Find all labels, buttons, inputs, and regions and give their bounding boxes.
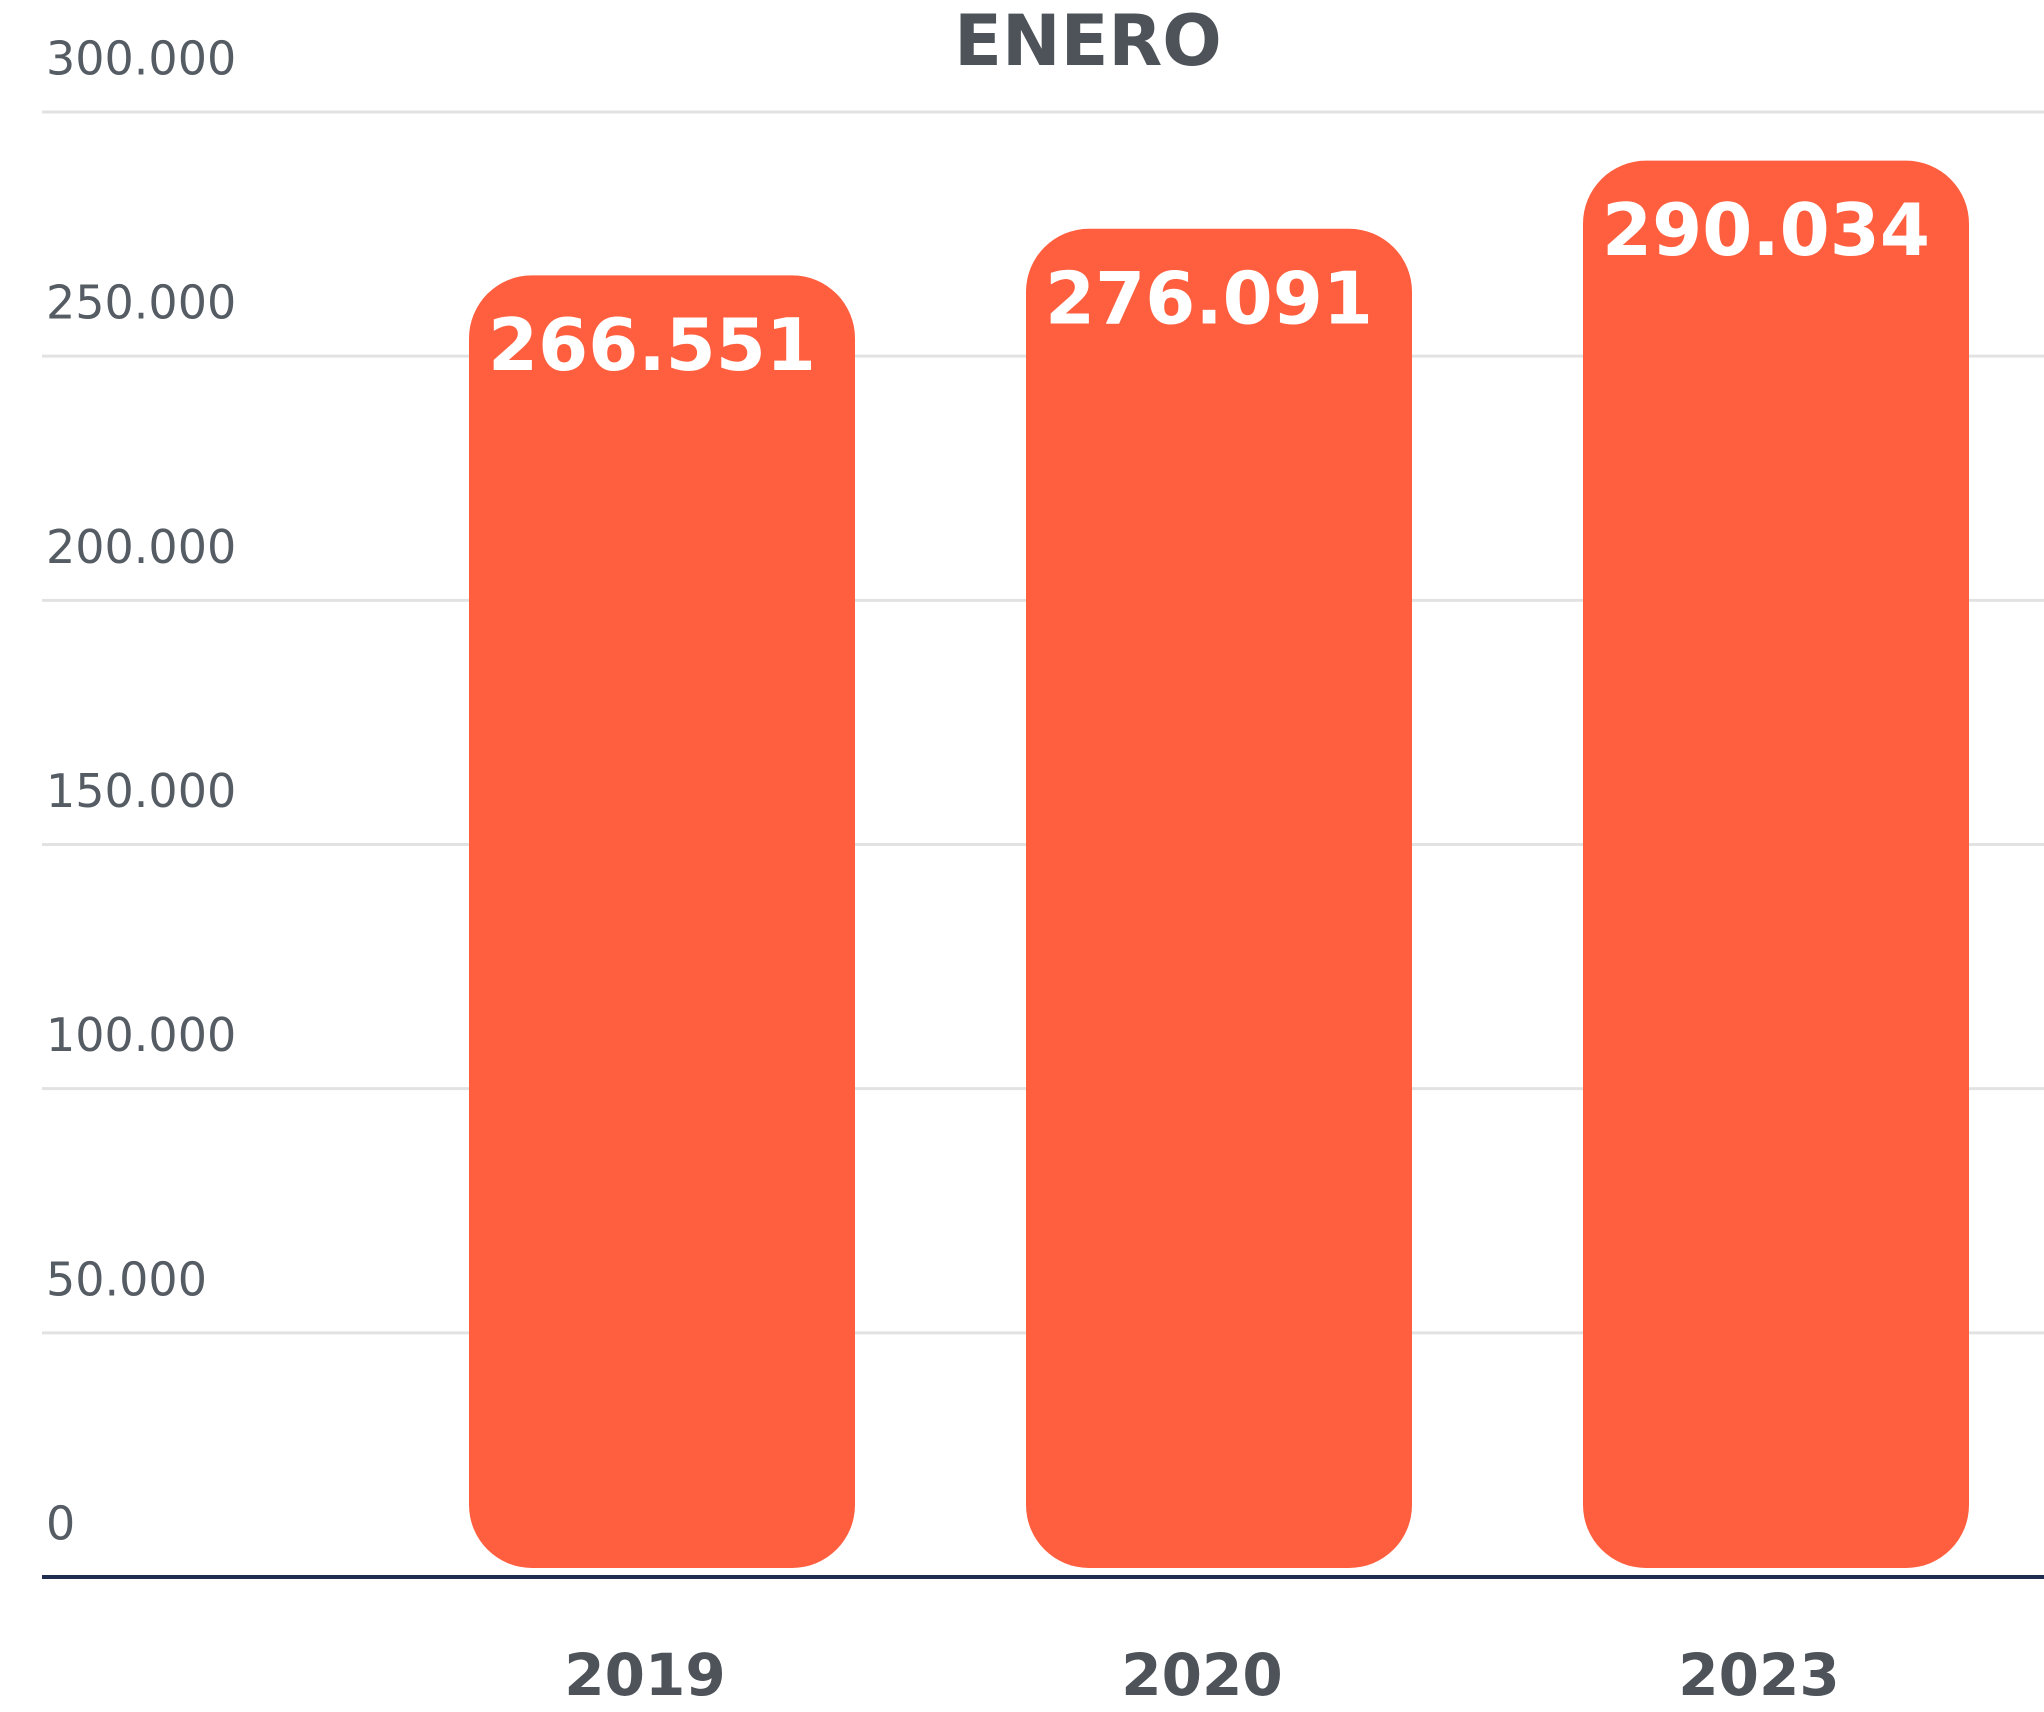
y-tick-label: 100.000 [46, 1008, 236, 1062]
bar [1583, 160, 1969, 1569]
x-tick-label: 2019 [564, 1641, 725, 1709]
y-tick-label: 150.000 [46, 764, 236, 818]
value-label: 290.034 [1602, 188, 1930, 272]
y-tick-label: 0 [46, 1497, 75, 1551]
x-tick-label: 2020 [1121, 1641, 1282, 1709]
value-label: 266.551 [488, 303, 816, 387]
y-tick-label: 300.000 [46, 32, 236, 86]
y-tick-label: 50.000 [46, 1252, 207, 1306]
bar [469, 275, 855, 1568]
y-tick-label: 250.000 [46, 276, 236, 330]
value-label: 276.091 [1045, 256, 1373, 340]
bar [1026, 228, 1412, 1568]
x-tick-label: 2023 [1678, 1641, 1839, 1709]
y-tick-label: 200.000 [46, 520, 236, 574]
chart-title: ENERO [954, 0, 1222, 82]
